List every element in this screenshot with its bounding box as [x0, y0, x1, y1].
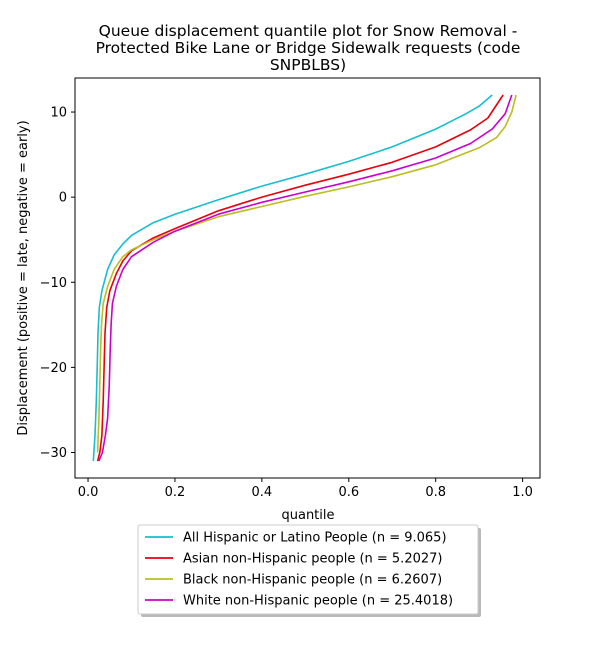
x-tick-label: 0.2	[165, 485, 186, 500]
x-tick-label: 0.6	[338, 485, 359, 500]
chart-title-line-3: SNPBLBS)	[270, 56, 346, 74]
series-line-2	[96, 94, 504, 462]
x-tick-label: 0.8	[425, 485, 446, 500]
series-line-3	[96, 94, 517, 453]
x-tick-label: 1.0	[512, 485, 533, 500]
plot-lines	[92, 94, 517, 462]
chart-title: Queue displacement quantile plot for Sno…	[96, 22, 521, 74]
legend-label-3: Black non-Hispanic people (n = 6.2607)	[183, 573, 442, 588]
series-line-1	[92, 94, 493, 462]
legend-label-1: All Hispanic or Latino People (n = 9.065…	[183, 531, 447, 546]
x-axis: 0.0 0.2 0.4 0.6 0.8 1.0	[78, 478, 533, 500]
y-axis-label: Displacement (positive = late, negative …	[16, 120, 31, 435]
y-tick-label: 0	[59, 191, 67, 206]
y-tick-label: −10	[40, 276, 67, 291]
legend-label-2: Asian non-Hispanic people (n = 5.2027)	[183, 552, 442, 567]
y-tick-label: 10	[50, 106, 67, 121]
y-axis: 10 0 −10 −20 −30	[40, 106, 75, 461]
y-tick-label: −20	[40, 361, 67, 376]
chart-title-line-1: Queue displacement quantile plot for Sno…	[99, 22, 518, 40]
legend-label-4: White non-Hispanic people (n = 25.4018)	[183, 594, 453, 609]
x-axis-label: quantile	[281, 508, 334, 523]
plot-frame	[74, 77, 541, 479]
legend: All Hispanic or Latino People (n = 9.065…	[137, 524, 481, 617]
y-tick-label: −30	[40, 446, 67, 461]
legend-box	[137, 524, 479, 615]
chart-title-line-2: Protected Bike Lane or Bridge Sidewalk r…	[96, 39, 521, 57]
x-tick-label: 0.4	[252, 485, 273, 500]
series-line-4	[98, 94, 513, 462]
x-tick-label: 0.0	[78, 485, 99, 500]
